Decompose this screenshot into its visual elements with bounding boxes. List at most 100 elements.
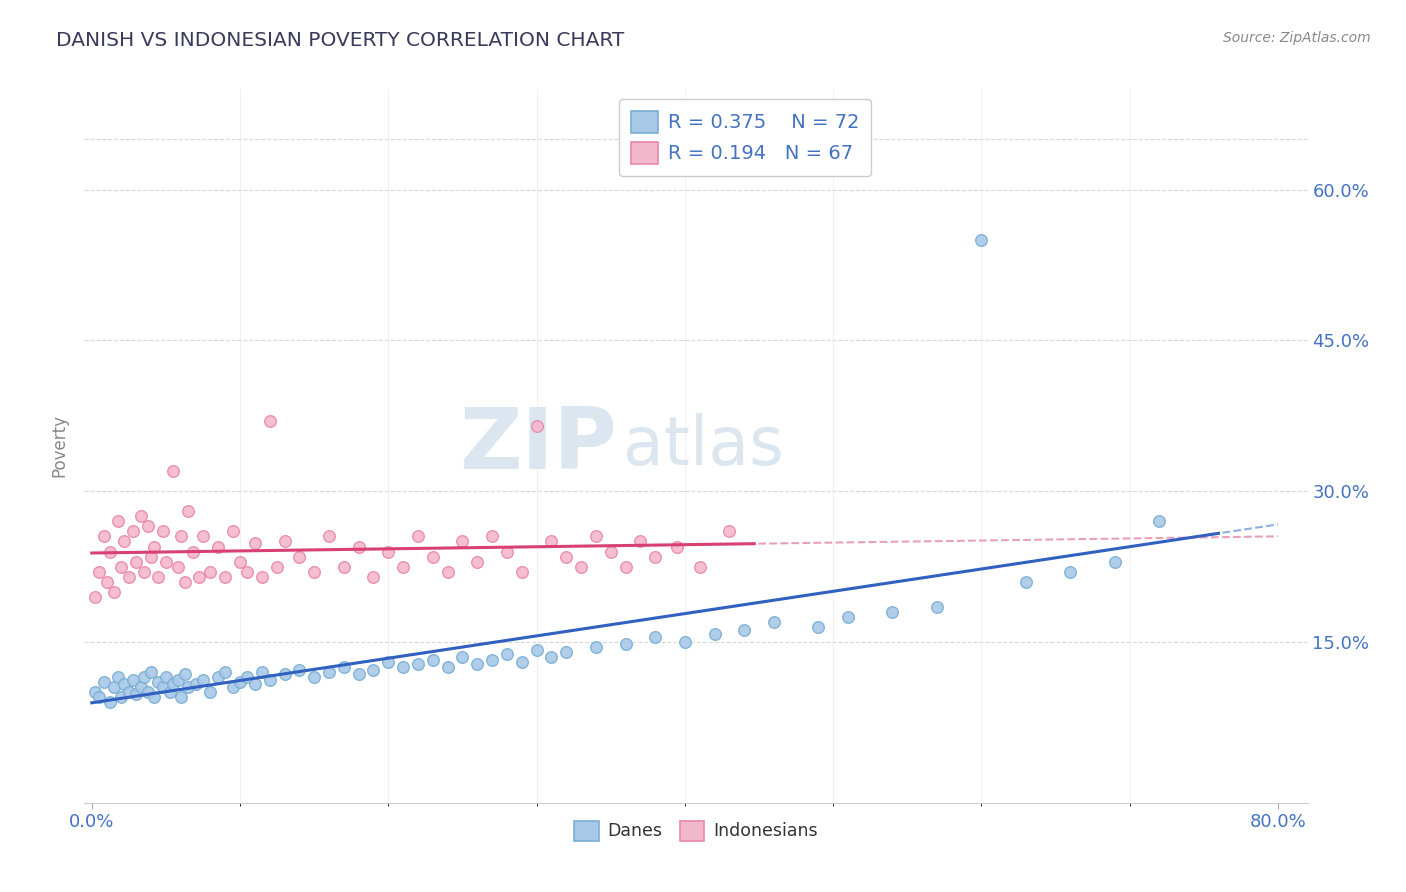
Point (510, 565, 533, 579)
Point (148, 569, 170, 583)
Point (333, 660, 356, 674)
Point (481, 653, 503, 667)
Legend: Danes, Indonesians: Danes, Indonesians (568, 814, 824, 847)
Point (143, 540, 166, 554)
Point (191, 529, 214, 543)
Point (136, 519, 159, 533)
Point (214, 665, 236, 680)
Point (1059, 565, 1081, 579)
Point (266, 559, 288, 574)
Point (129, 509, 152, 524)
Point (673, 635, 696, 649)
Point (89, 690, 111, 705)
Point (628, 534, 651, 549)
Point (762, 615, 785, 629)
Point (302, 670, 325, 684)
Point (1104, 555, 1126, 569)
Point (436, 660, 458, 674)
Point (118, 569, 141, 583)
Point (644, 630, 666, 644)
Point (155, 670, 177, 684)
Point (526, 643, 548, 657)
Point (422, 549, 444, 564)
Point (93, 529, 115, 543)
Point (243, 677, 266, 691)
Point (481, 529, 503, 543)
Point (89, 565, 111, 579)
Text: DANISH VS INDONESIAN POVERTY CORRELATION CHART: DANISH VS INDONESIAN POVERTY CORRELATION… (56, 31, 624, 50)
Point (191, 673, 214, 688)
Point (882, 605, 904, 619)
Point (288, 663, 311, 677)
Point (363, 663, 385, 677)
Point (422, 653, 444, 667)
Point (925, 599, 948, 614)
Point (807, 620, 830, 634)
Point (377, 544, 399, 558)
Point (166, 673, 188, 688)
Point (122, 673, 145, 688)
Point (103, 584, 125, 599)
Point (200, 565, 222, 579)
Point (970, 233, 993, 247)
Point (333, 559, 356, 574)
Point (302, 565, 325, 579)
Point (107, 670, 129, 684)
Point (110, 690, 132, 705)
Point (555, 549, 578, 564)
Point (252, 569, 274, 583)
Point (184, 677, 207, 691)
Point (177, 504, 200, 518)
Point (170, 529, 193, 543)
Point (614, 637, 637, 651)
Point (363, 569, 385, 583)
Point (125, 555, 148, 569)
Point (112, 534, 135, 549)
Point (392, 559, 415, 574)
Point (107, 515, 129, 529)
Point (733, 623, 755, 637)
Point (132, 670, 155, 684)
Point (96, 574, 118, 589)
Point (170, 690, 193, 705)
Point (496, 544, 519, 558)
Point (555, 645, 578, 659)
Point (436, 565, 458, 579)
Point (273, 667, 295, 681)
Point (510, 655, 533, 669)
Point (318, 665, 340, 680)
Point (465, 555, 488, 569)
Point (465, 657, 488, 672)
Point (98, 544, 121, 558)
Point (129, 680, 152, 694)
Point (496, 647, 519, 661)
Point (207, 670, 229, 684)
Point (187, 569, 209, 583)
Point (718, 524, 741, 539)
Point (347, 667, 370, 681)
Point (155, 555, 177, 569)
Point (83, 685, 105, 699)
Point (406, 657, 429, 672)
Point (599, 544, 621, 558)
Point (110, 559, 132, 574)
Point (221, 680, 243, 694)
Point (703, 627, 725, 641)
Point (252, 665, 274, 680)
Point (392, 660, 415, 674)
Point (569, 559, 592, 574)
Point (236, 565, 259, 579)
Point (644, 549, 666, 564)
Point (406, 529, 429, 543)
Point (689, 559, 711, 574)
Point (318, 529, 340, 543)
Text: atlas: atlas (623, 413, 783, 479)
Point (93, 675, 115, 690)
Point (585, 640, 607, 654)
Point (139, 665, 162, 680)
Point (540, 534, 562, 549)
Point (377, 655, 399, 669)
Point (229, 675, 252, 690)
Point (152, 680, 174, 694)
Point (83, 590, 105, 604)
